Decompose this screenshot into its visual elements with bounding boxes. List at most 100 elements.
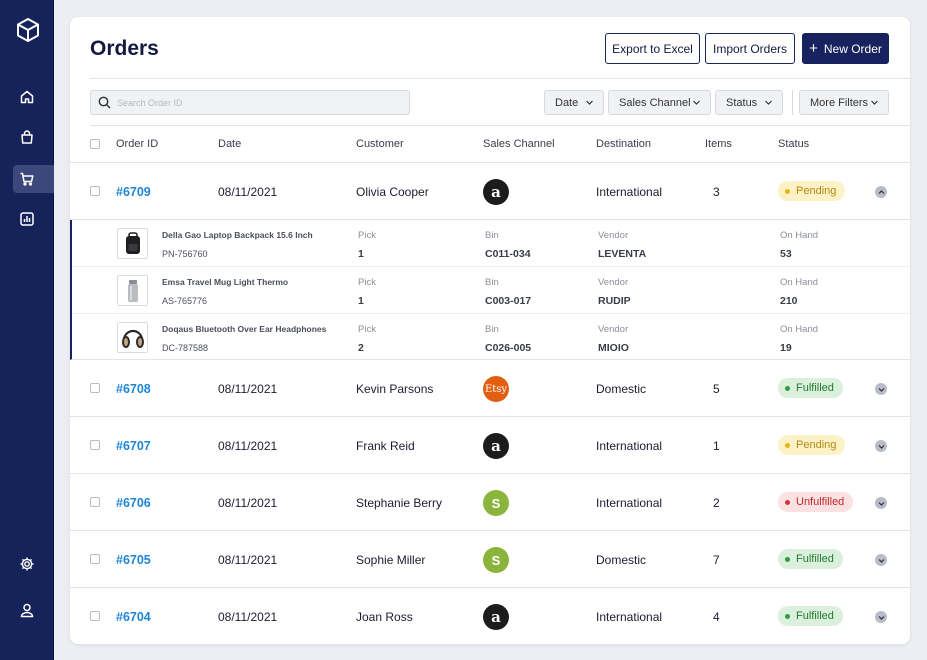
column-header-date[interactable]: Date <box>218 138 242 150</box>
expand-row-button[interactable] <box>875 497 887 509</box>
vendor-value: MIOIO <box>598 342 629 354</box>
collapse-row-button[interactable] <box>875 186 887 198</box>
pick-label: Pick <box>358 324 376 335</box>
expand-row-button[interactable] <box>875 440 887 452</box>
status-label: Pending <box>796 185 837 197</box>
chevron-down-icon <box>765 100 772 105</box>
order-id-link[interactable]: #6709 <box>116 185 151 199</box>
row-checkbox[interactable] <box>90 440 100 450</box>
bin-value: C003-017 <box>485 295 532 307</box>
status-dot <box>785 442 790 448</box>
column-header-items[interactable]: Items <box>705 138 732 150</box>
bin-label: Bin <box>485 324 499 335</box>
order-id-link[interactable]: #6707 <box>116 439 151 453</box>
table-row[interactable]: #6705 08/11/2021 Sophie Miller S Domesti… <box>70 531 910 588</box>
new-order-label: New Order <box>823 41 882 56</box>
sidebar <box>0 0 54 660</box>
user-icon <box>20 603 34 618</box>
search-input[interactable] <box>117 97 397 108</box>
on-hand-label: On Hand <box>780 230 819 241</box>
destination: Domestic <box>596 553 647 567</box>
table-row[interactable]: #6704 08/11/2021 Joan Ross a Internation… <box>70 588 910 644</box>
row-checkbox[interactable] <box>90 554 100 564</box>
items-count: 1 <box>713 439 720 453</box>
expand-row-button[interactable] <box>875 554 887 566</box>
status-badge: Pending <box>778 181 846 201</box>
row-checkbox[interactable] <box>90 383 100 393</box>
more-filters-label: More Filters <box>810 96 869 109</box>
pick-value: 2 <box>358 342 364 354</box>
table-row[interactable]: #6707 08/11/2021 Frank Reid a Internatio… <box>70 417 910 474</box>
sidebar-item-settings[interactable] <box>13 550 41 578</box>
order-id-link[interactable]: #6705 <box>116 553 151 567</box>
sidebar-item-account[interactable] <box>13 596 41 624</box>
pick-label: Pick <box>358 230 376 241</box>
amazon-logo-letter: a <box>491 183 501 201</box>
table-row[interactable]: #6708 08/11/2021 Kevin Parsons Etsy Dome… <box>70 360 910 417</box>
search-box[interactable] <box>90 90 410 115</box>
destination: International <box>596 439 663 453</box>
destination: International <box>596 610 663 624</box>
column-header-customer[interactable]: Customer <box>356 138 404 150</box>
amazon-logo-icon: a <box>483 604 509 630</box>
order-id-link[interactable]: #6704 <box>116 610 151 624</box>
more-filters-button[interactable]: More Filters <box>799 90 889 115</box>
header-divider <box>90 78 910 79</box>
table-row[interactable]: #6709 08/11/2021 Olivia Cooper a Interna… <box>70 163 910 220</box>
status-badge: Pending <box>778 435 846 455</box>
chevron-down-icon <box>878 444 884 449</box>
shopify-logo-letter: S <box>491 495 501 511</box>
column-header-order-id[interactable]: Order ID <box>116 138 159 150</box>
destination: International <box>596 496 663 510</box>
chevron-down-icon <box>871 100 878 105</box>
customer-name: Frank Reid <box>356 439 415 453</box>
sidebar-item-reports[interactable] <box>13 205 41 233</box>
product-sku: DC-787588 <box>162 343 209 353</box>
vendor-value: RUDIP <box>598 295 631 307</box>
date-filter[interactable]: Date <box>544 90 604 115</box>
items-count: 4 <box>713 610 720 624</box>
status-filter-label: Status <box>726 96 758 109</box>
pick-label: Pick <box>358 277 376 288</box>
chevron-up-icon <box>878 189 884 194</box>
column-header-sales-channel[interactable]: Sales Channel <box>483 138 555 150</box>
product-name: Emsa Travel Mug Light Thermo <box>162 277 289 287</box>
sidebar-item-home[interactable] <box>13 83 41 111</box>
status-dot <box>785 385 790 391</box>
select-all-checkbox[interactable] <box>90 139 100 149</box>
import-orders-button[interactable]: Import Orders <box>705 33 795 64</box>
amazon-logo-icon: a <box>483 179 509 205</box>
order-date: 08/11/2021 <box>218 553 278 567</box>
row-checkbox[interactable] <box>90 186 100 196</box>
bar-chart-icon <box>20 212 34 226</box>
row-checkbox[interactable] <box>90 497 100 507</box>
box-logo-icon[interactable] <box>14 16 42 44</box>
table-row[interactable]: #6706 08/11/2021 Stephanie Berry S Inter… <box>70 474 910 531</box>
expand-row-button[interactable] <box>875 383 887 395</box>
sidebar-item-products[interactable] <box>13 123 41 151</box>
new-order-button[interactable]: + New Order <box>802 33 889 64</box>
order-id-link[interactable]: #6708 <box>116 382 151 396</box>
expand-row-button[interactable] <box>875 611 887 623</box>
status-dot <box>785 499 790 505</box>
column-header-status[interactable]: Status <box>778 138 810 150</box>
chevron-down-icon <box>878 615 884 620</box>
status-filter[interactable]: Status <box>715 90 783 115</box>
sales-channel-filter[interactable]: Sales Channel <box>608 90 711 115</box>
status-label: Unfulfilled <box>796 496 845 508</box>
filters-divider <box>90 125 910 126</box>
row-checkbox[interactable] <box>90 611 100 621</box>
column-header-destination[interactable]: Destination <box>596 138 652 150</box>
sidebar-item-orders[interactable] <box>13 165 54 193</box>
product-name: Della Gao Laptop Backpack 15.6 Inch <box>162 230 313 240</box>
vendor-value: LEVENTA <box>598 248 647 260</box>
destination: Domestic <box>596 382 647 396</box>
export-to-excel-button[interactable]: Export to Excel <box>605 33 700 64</box>
etsy-logo-icon: Etsy <box>483 376 509 402</box>
items-count: 2 <box>713 496 720 510</box>
amazon-logo-letter: a <box>491 437 501 455</box>
on-hand-label: On Hand <box>780 277 819 288</box>
shopify-logo-letter: S <box>491 552 501 568</box>
order-id-link[interactable]: #6706 <box>116 496 151 510</box>
customer-name: Olivia Cooper <box>356 185 429 199</box>
